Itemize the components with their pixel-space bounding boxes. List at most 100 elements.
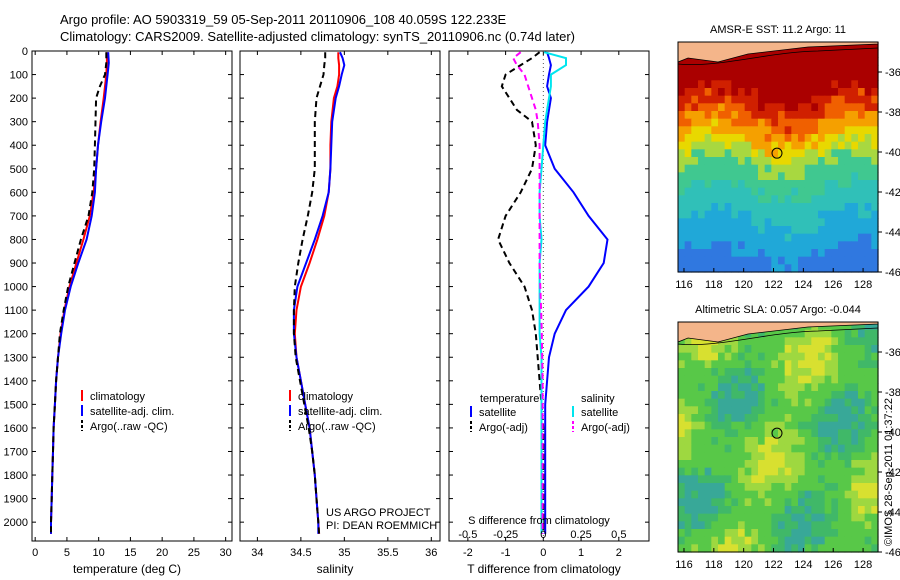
map-cell [698,241,706,250]
map-cell [751,80,759,89]
map-cell [818,529,826,538]
map-cell [851,256,859,265]
map-cell [784,80,792,89]
map-cell [851,241,859,250]
map-cell [871,375,879,384]
map-cell [804,437,812,446]
map-cell [791,226,799,235]
map-cell [838,437,846,446]
legend-label: Argo(..raw -QC) [90,421,168,433]
map-cell [791,498,799,507]
map-cell [831,172,839,181]
map-cell [798,72,806,81]
map-cell [864,172,872,181]
map-cell [824,264,832,273]
map-cell [804,483,812,492]
map-cell [718,264,726,273]
map-cell [744,80,752,89]
map-cell [764,513,772,522]
map-cell [718,375,726,384]
map-cell [758,368,766,377]
map-cell [831,490,839,499]
map-cell [824,218,832,227]
map-cell [758,421,766,430]
map-cell [718,475,726,484]
map-cell [831,506,839,515]
map-cell [724,467,732,476]
map-cell [704,521,712,530]
map-cell [758,406,766,415]
map-cell [844,111,852,120]
map-cell [838,72,846,81]
map-cell [778,360,786,369]
map-cell [871,42,879,51]
map-cell [818,398,826,407]
map-cell [851,329,859,338]
map-cell [758,72,766,81]
map-cell [858,444,866,453]
map-cell [691,180,699,189]
map-cell [724,460,732,469]
map-cell [698,544,706,553]
map-cell [858,452,866,461]
map-cell [811,368,819,377]
map-cell [778,103,786,112]
map-cell [731,65,739,74]
map-cell [791,391,799,400]
map-cell [851,195,859,204]
map-cell [678,437,686,446]
map-cell [744,195,752,204]
map-cell [791,475,799,484]
map-cell [731,452,739,461]
map-cell [718,218,726,227]
map-cell [731,444,739,453]
map-cell [751,513,759,522]
map-cell [844,529,852,538]
map-cell [804,233,812,242]
map-cell [838,452,846,461]
map-cell [851,118,859,127]
map-cell [764,337,772,346]
map-cell [751,444,759,453]
map-cell [718,65,726,74]
map-cell [831,49,839,58]
map-cell [824,111,832,120]
map-cell [858,141,866,150]
map-cell [718,437,726,446]
map-cell [798,256,806,265]
map-cell [818,57,826,66]
map-cell [811,352,819,361]
map-cell [838,157,846,166]
map-cell [844,406,852,415]
map-cell [718,421,726,430]
map-cell [864,241,872,250]
map-cell [858,241,866,250]
map-cell [704,95,712,104]
map-cell [864,329,872,338]
map-cell [718,226,726,235]
map-cell [684,164,692,173]
map-cell [851,391,859,400]
map-cell [871,49,879,58]
map-cell [811,241,819,250]
map-cell [744,398,752,407]
map-cell [684,141,692,150]
map-cell [744,460,752,469]
map-cell [724,111,732,120]
x-tick-label: 34.5 [290,547,311,559]
map-cell [851,498,859,507]
map-cell [691,203,699,212]
map-cell [831,452,839,461]
map-cell [864,337,872,346]
map-cell [731,391,739,400]
temperature-profile-panel: 0100200300400500600700800900100011001200… [4,46,233,576]
map-cell [731,483,739,492]
map-cell [698,421,706,430]
map-cell [731,180,739,189]
map-cell [711,72,719,81]
map-cell [818,467,826,476]
map-cell [758,241,766,250]
map-cell [678,195,686,204]
map-cell [698,57,706,66]
